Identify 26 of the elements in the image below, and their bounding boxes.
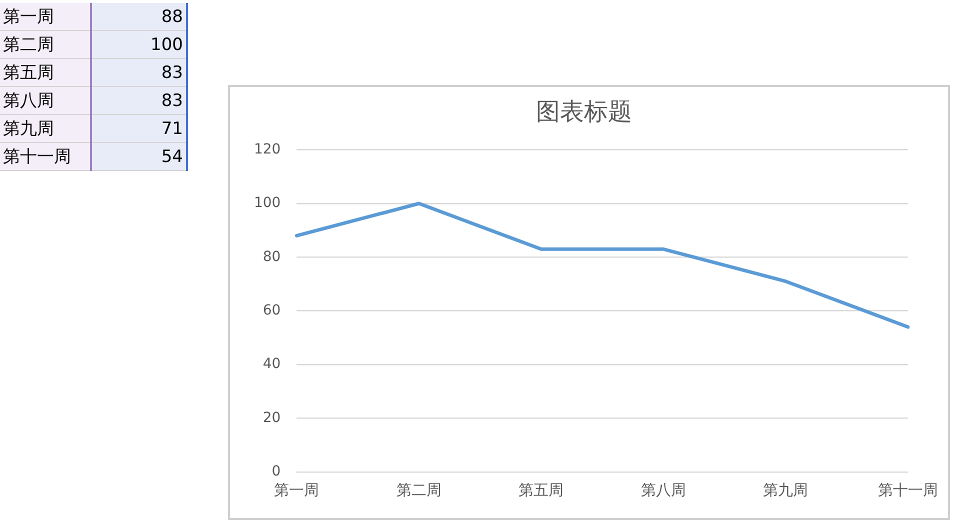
- category-label: 第八周: [0, 86, 91, 114]
- category-label: 第九周: [0, 114, 91, 142]
- x-tick-label: 第十一周: [878, 480, 938, 499]
- x-tick-label: 第一周: [274, 480, 320, 499]
- y-tick-label: 0: [272, 464, 281, 480]
- category-label: 第五周: [0, 58, 91, 86]
- y-tick-label: 60: [262, 302, 281, 319]
- y-tick-label: 40: [262, 356, 281, 372]
- y-tick-label: 20: [262, 410, 281, 426]
- y-tick-label: 120: [254, 141, 281, 158]
- x-tick-label: 第九周: [763, 480, 808, 499]
- category-label: 第一周: [0, 3, 91, 30]
- data-label: 71: [91, 114, 187, 142]
- y-tick-label: 80: [262, 248, 281, 265]
- data-label: 100: [91, 30, 187, 58]
- data-label: 54: [91, 142, 187, 170]
- data-label: 83: [91, 86, 187, 114]
- chart-title: 图表标题: [536, 98, 632, 126]
- x-tick-label: 第二周: [396, 480, 442, 499]
- y-tick-label: 100: [254, 195, 281, 212]
- data-label: 83: [91, 58, 187, 86]
- category-label: 第十一周: [0, 142, 91, 170]
- x-tick-label: 第五周: [518, 480, 564, 499]
- category-label: 第二周: [0, 30, 91, 58]
- x-tick-label: 第八周: [640, 480, 686, 499]
- data-label: 88: [91, 3, 187, 30]
